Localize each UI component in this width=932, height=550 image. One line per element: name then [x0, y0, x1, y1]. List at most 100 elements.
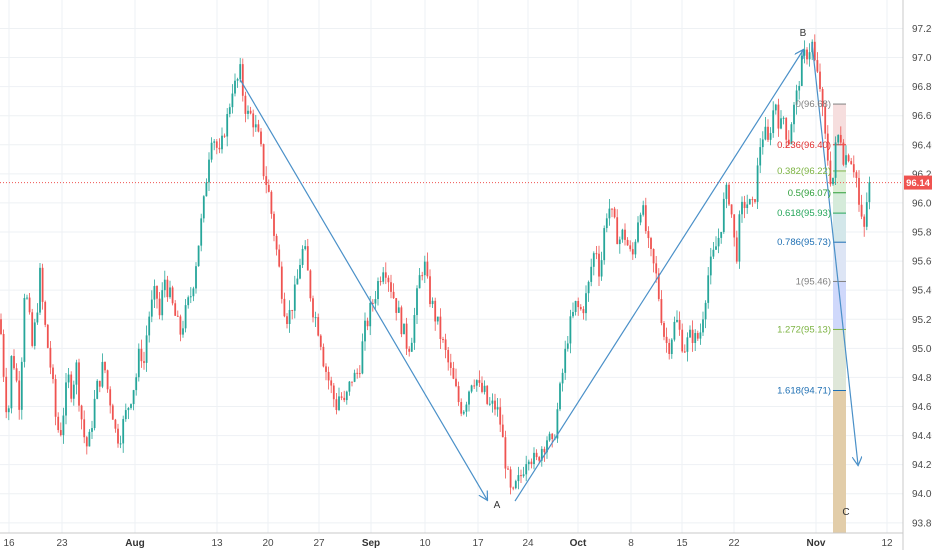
time-tick-label: Nov	[807, 538, 826, 549]
fib-zone	[833, 213, 846, 243]
candle-body	[366, 320, 369, 327]
candle-body	[254, 124, 257, 128]
price-tick-label: 97.00	[912, 53, 932, 64]
candle-body	[343, 397, 346, 401]
candle-body	[130, 404, 132, 408]
candle-body	[335, 399, 338, 411]
candle-body	[777, 104, 780, 129]
candle-body	[816, 60, 819, 72]
candle-body	[491, 400, 494, 404]
candle-body	[163, 279, 166, 291]
candle-body	[299, 264, 301, 279]
candle-body	[252, 113, 255, 128]
price-tick-label: 96.60	[912, 111, 932, 122]
time-axis[interactable]: 16 23 Aug 13 20 27 Sep 10 17 24 Oct 8 15 22 Nov 12	[3, 538, 893, 549]
candle-body	[421, 275, 424, 277]
candle-body	[236, 79, 239, 81]
candle-body	[481, 382, 483, 392]
price-axis[interactable]: 97.20 97.00 96.80 96.60 96.40 96.20 96.00 95.80…	[904, 24, 932, 529]
candle-body	[15, 368, 18, 381]
candle-body	[785, 117, 788, 140]
candle-body	[634, 241, 637, 255]
candle-body	[468, 391, 470, 405]
candle-body	[847, 155, 850, 162]
candle-body	[759, 147, 762, 166]
fib-zone	[833, 390, 846, 533]
candle-body	[218, 147, 221, 150]
candle-body	[650, 238, 652, 249]
candle-body	[751, 199, 754, 201]
candle-body	[202, 196, 205, 219]
candle-body	[80, 405, 83, 420]
time-tick-label: 17	[472, 538, 484, 549]
candle-body	[621, 229, 624, 240]
candle-body	[631, 249, 634, 255]
candle-body	[790, 124, 793, 145]
candle-body	[608, 208, 611, 219]
candle-body	[390, 282, 392, 292]
candle-body	[122, 419, 125, 444]
candle-body	[543, 448, 546, 453]
candle-body	[109, 389, 112, 406]
candle-body	[683, 351, 686, 353]
candle-body	[787, 139, 790, 145]
candle-body	[340, 396, 343, 398]
candle-body	[260, 131, 262, 145]
candle-body	[5, 376, 8, 413]
candle-body	[605, 218, 608, 229]
candle-body	[774, 104, 777, 111]
candle-body	[371, 302, 374, 304]
candle-body	[332, 385, 335, 400]
candle-body	[517, 475, 520, 482]
candle-body	[850, 161, 853, 165]
candle-body	[499, 407, 502, 425]
candle-body	[574, 300, 577, 313]
candle-body	[403, 323, 405, 335]
candle-body	[559, 383, 561, 410]
price-tick-label: 95.80	[912, 228, 932, 239]
candle-body	[738, 214, 741, 262]
candle-body	[733, 214, 736, 238]
price-tick-label: 96.20	[912, 169, 932, 180]
candle-body	[400, 307, 403, 335]
candle-body	[314, 317, 317, 319]
candle-body	[478, 380, 481, 383]
candle-body	[18, 380, 21, 410]
candle-body	[595, 253, 598, 255]
candle-body	[824, 106, 827, 134]
time-tick-label: 20	[262, 538, 274, 549]
candle-body	[322, 346, 325, 367]
candle-body	[379, 281, 382, 283]
candle-body	[512, 487, 515, 489]
price-tick-label: 94.00	[912, 489, 932, 500]
candle-body	[743, 201, 746, 208]
candle-body	[676, 319, 678, 322]
candle-body	[288, 309, 291, 325]
candle-body	[187, 297, 190, 306]
candle-body	[174, 303, 177, 316]
candle-body	[244, 95, 247, 114]
candle-body	[384, 272, 387, 278]
wave-arrow	[514, 50, 803, 502]
fib-zone	[833, 192, 846, 214]
grid	[0, 0, 903, 533]
candle-body	[702, 319, 704, 333]
candle-body	[330, 380, 333, 386]
candle-body	[868, 182, 871, 203]
candle-body	[104, 361, 106, 371]
time-tick-label: 10	[419, 538, 431, 549]
candle-body	[150, 299, 153, 317]
candle-body	[283, 298, 286, 317]
candle-body	[691, 329, 694, 343]
candle-body	[72, 384, 75, 399]
candle-body	[795, 90, 798, 105]
candle-body	[556, 409, 559, 439]
candle-body	[46, 324, 49, 348]
candle-body	[286, 316, 288, 325]
candle-body	[358, 373, 361, 375]
price-tick-label: 95.00	[912, 344, 932, 355]
candle-body	[39, 267, 41, 313]
candle-body	[49, 347, 52, 368]
candle-body	[452, 367, 455, 379]
candle-body	[855, 172, 858, 178]
